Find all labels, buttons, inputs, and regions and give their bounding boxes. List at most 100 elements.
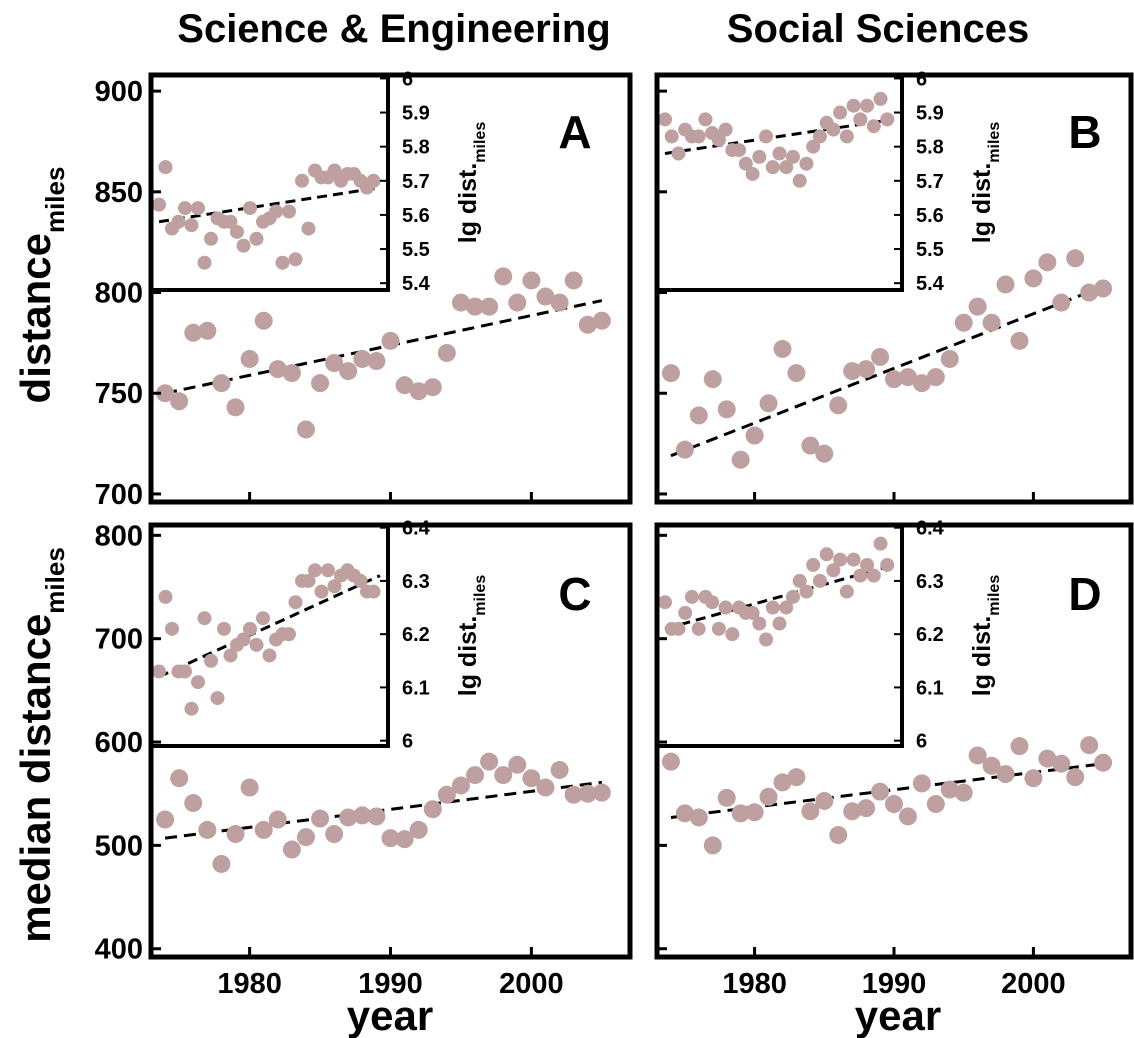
- inset-y-axis-label: lg dist.miles: [454, 575, 489, 697]
- data-point: [522, 271, 541, 290]
- inset-data-point: [759, 632, 774, 647]
- data-point: [522, 769, 541, 788]
- data-point: [717, 400, 736, 419]
- data-point: [787, 768, 806, 787]
- data-point: [843, 362, 862, 381]
- inset-data-point: [191, 675, 205, 690]
- inset-data-point: [223, 648, 238, 663]
- data-point: [759, 394, 778, 413]
- data-point: [198, 321, 217, 340]
- inset-data-point: [718, 122, 733, 137]
- inset-data-point: [340, 166, 355, 181]
- panel-c: 6 6.1 6.2 6.3 6.4 lg dist.miles 400 500 600 700 80…: [95, 518, 633, 1000]
- inset-data-point: [853, 568, 868, 583]
- inset-data-point: [217, 621, 231, 636]
- inset-data-point: [353, 573, 368, 588]
- inset-trend-line: [664, 117, 895, 155]
- data-point: [954, 313, 973, 332]
- inset-tick-label: 6: [916, 731, 927, 753]
- inset-data-point: [184, 218, 199, 233]
- data-point: [759, 787, 778, 806]
- inset-data-point: [691, 621, 706, 636]
- inset-tick-label: 6: [402, 731, 413, 753]
- data-point: [857, 360, 876, 379]
- inset-data-point: [745, 605, 760, 620]
- data-point: [170, 392, 189, 411]
- inset-data-point: [860, 557, 875, 572]
- inset-tick-label: 5.8: [916, 137, 944, 159]
- data-point: [787, 364, 806, 383]
- y-tick-label: 400: [95, 934, 143, 966]
- data-point: [325, 825, 344, 844]
- data-point: [381, 829, 400, 848]
- inset-data-point: [711, 621, 726, 636]
- inset-data-point: [846, 552, 861, 567]
- data-point: [689, 406, 708, 425]
- inset-data-point: [880, 112, 895, 127]
- inset-trend-line: [158, 574, 381, 679]
- inset-data-point: [223, 214, 238, 229]
- data-point: [184, 794, 203, 813]
- panel-d: 6 6.1 6.2 6.3 6.4 lg dist.miles 1980 1990 2000 D: [654, 518, 1134, 1000]
- inset-data-point: [204, 653, 218, 668]
- inset-tick-label: 6: [402, 68, 413, 90]
- y-tick-label: 900: [95, 76, 143, 108]
- data-point: [871, 782, 890, 801]
- data-point: [536, 778, 555, 797]
- inset-data-point: [779, 160, 794, 175]
- data-point: [184, 323, 203, 342]
- data-point: [1052, 293, 1071, 312]
- inset-data-point: [833, 105, 848, 120]
- data-point: [1038, 749, 1057, 768]
- data-point: [1094, 279, 1113, 298]
- inset-data-point: [249, 637, 264, 652]
- inset-data-point: [295, 173, 309, 188]
- data-point: [815, 791, 834, 810]
- data-point: [437, 785, 456, 804]
- data-point: [226, 825, 245, 844]
- data-point: [170, 769, 189, 788]
- x-axis-label-right: year: [855, 992, 941, 1038]
- data-point: [494, 267, 513, 286]
- inset-tick-label: 6.1: [402, 677, 430, 699]
- inset-data-point: [792, 573, 807, 588]
- y-tick-label: 850: [95, 177, 143, 209]
- data-point: [773, 339, 792, 358]
- data-point: [898, 368, 917, 387]
- inset-tick-label: 5.9: [916, 103, 944, 125]
- inset-data-point: [785, 149, 800, 164]
- data-point: [801, 436, 820, 455]
- inset-data-point: [732, 143, 747, 158]
- inset-tick-label: 5.6: [916, 205, 944, 227]
- trend-line: [164, 780, 603, 840]
- data-point: [451, 776, 470, 795]
- inset-tick-label: 5.9: [402, 103, 430, 125]
- data-point: [353, 806, 372, 825]
- data-point: [311, 809, 330, 828]
- data-point: [282, 364, 301, 383]
- data-point: [1024, 769, 1043, 788]
- inset-data-point: [812, 573, 827, 588]
- y-tick-label: 500: [95, 830, 143, 862]
- data-point: [996, 765, 1015, 784]
- data-point: [592, 783, 611, 802]
- data-point: [325, 354, 344, 373]
- data-point: [268, 360, 287, 379]
- inset-data-point: [262, 648, 277, 663]
- inset-data-point: [772, 616, 787, 631]
- data-point: [367, 807, 386, 826]
- data-point: [940, 780, 959, 799]
- data-point: [1010, 737, 1029, 756]
- data-point: [550, 760, 569, 779]
- inset-data-point: [806, 139, 821, 154]
- data-point: [578, 784, 597, 803]
- data-point: [480, 297, 499, 316]
- inset-data-point: [158, 589, 173, 604]
- data-point: [409, 820, 428, 839]
- inset-data-point: [243, 201, 257, 216]
- data-point: [578, 315, 597, 334]
- inset-data-point: [826, 563, 841, 578]
- inset-frame: [655, 73, 904, 292]
- inset-data-point: [353, 173, 368, 188]
- inset-data-point: [658, 112, 672, 127]
